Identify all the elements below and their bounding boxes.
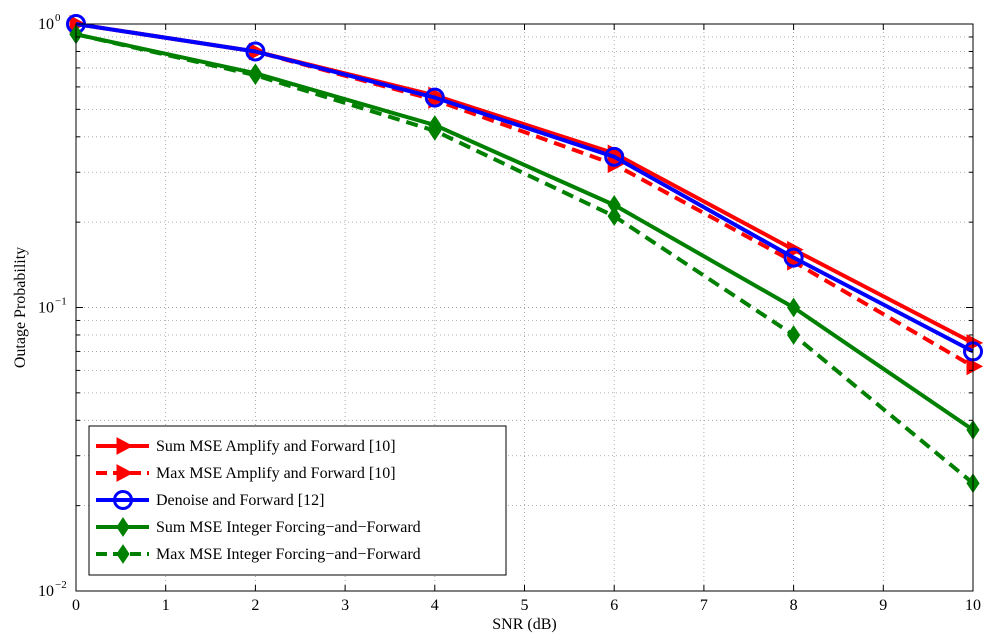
x-tick-label: 7 — [700, 597, 708, 614]
x-tick-label: 9 — [879, 597, 887, 614]
y-axis-label: Outage Probability — [12, 247, 29, 368]
legend-marker — [116, 464, 134, 482]
data-point — [607, 206, 621, 227]
legend-entry-label: Max MSE Integer Forcing−and−Forward — [156, 546, 421, 563]
y-tick-label: 10 — [38, 300, 54, 317]
series-2 — [69, 15, 984, 376]
legend-marker — [113, 490, 133, 510]
y-tick-label: 10 — [38, 583, 54, 600]
x-tick-label: 1 — [162, 597, 170, 614]
x-tick-label: 0 — [72, 597, 80, 614]
series-line — [75, 22, 975, 369]
y-tick-label-exponent: 0 — [55, 12, 61, 24]
series-line — [75, 22, 974, 354]
legend-box — [88, 425, 507, 576]
legend-entry-label: Denoise and Forward [12] — [156, 492, 324, 509]
legend-marker — [116, 517, 130, 537]
y-tick-label-exponent: −1 — [55, 296, 67, 308]
data-point — [783, 247, 804, 268]
x-tick-label: 3 — [341, 597, 349, 614]
legend-entry-label: Max MSE Amplify and Forward [10] — [156, 465, 396, 482]
grid — [76, 24, 973, 591]
x-tick-label: 4 — [431, 597, 439, 614]
series-5 — [69, 24, 980, 494]
legend-entry-label: Sum MSE Integer Forcing−and−Forward — [156, 519, 421, 536]
data-point — [245, 41, 266, 62]
legend: Sum MSE Amplify and Forward [10] Max MSE … — [88, 425, 507, 576]
data-point — [424, 87, 445, 108]
x-tick-label: 10 — [965, 597, 981, 614]
data-point — [786, 325, 801, 345]
x-tick-label: 6 — [610, 597, 618, 614]
series-line — [75, 22, 974, 345]
data-point — [786, 297, 801, 318]
data-point — [604, 146, 625, 167]
x-axis-label: SNR (dB) — [492, 616, 556, 633]
data-point — [428, 120, 442, 141]
x-tick-label: 2 — [251, 597, 259, 614]
series-1 — [69, 15, 984, 352]
legend-entry-label: Sum MSE Amplify and Forward [10] — [156, 438, 396, 455]
y-tick-label: 10 — [38, 16, 54, 33]
legend-marker — [116, 544, 130, 564]
y-tick-label-exponent: −2 — [55, 579, 67, 591]
data-point — [248, 65, 263, 86]
x-tick-label: 5 — [521, 597, 529, 614]
legend-marker — [116, 437, 134, 455]
x-tick-label: 8 — [790, 597, 798, 614]
series-line — [75, 32, 975, 485]
